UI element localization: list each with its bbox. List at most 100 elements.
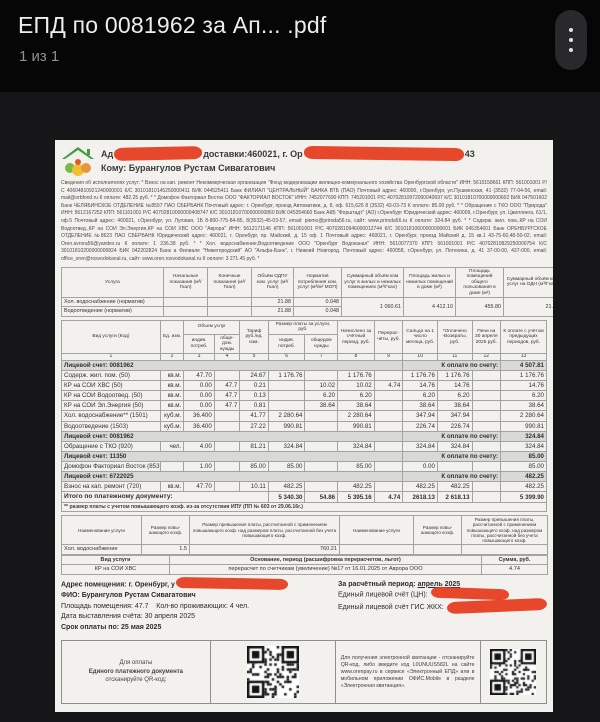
raising-coefficient-table: Наименование услуги Размер повы- шающего … (61, 515, 548, 555)
cell (471, 390, 502, 402)
cell (163, 297, 208, 308)
cell: 38.64 (436, 400, 473, 412)
account-row: Лицевой счет: 0081962 К оплате по счету: 3… (60, 430, 547, 442)
cell: Итого по платежному документу: (61, 491, 269, 504)
cell: 4 412.10 (403, 297, 456, 317)
cell: 47.70 (183, 369, 215, 382)
header-cell: Размер повы- шающего коэф. (141, 515, 190, 546)
cell: 21.88 (251, 297, 294, 308)
unified-account: Единый лицевой счёт (ЦН): (338, 586, 547, 601)
cell: Лицевой счет: 11350 (60, 450, 404, 463)
qr-footer: Для оплаты Единого платежного документа … (61, 640, 547, 705)
cell (267, 390, 306, 402)
cell: КР на СОИ Водоотвед. (50) (61, 390, 161, 402)
cell: 54.86 (304, 491, 339, 504)
cell: 14.76 (500, 380, 547, 392)
recipient-line: Кому: Бурангулов Рустам Сивагатович (101, 162, 276, 173)
cell: 47.7 (213, 390, 241, 402)
cell: Лицевой счет: 0081962 (60, 430, 404, 442)
cell: 1.00 (183, 461, 215, 473)
cell: 27.22 (239, 420, 269, 432)
cell (207, 306, 252, 317)
house-number: 43 (464, 149, 475, 159)
cell: куб.м. (159, 420, 185, 432)
header-cell: Размер повы- шающего коэф. (413, 515, 462, 546)
provider-logo-house-icon (62, 147, 94, 176)
cell: 990.81 (267, 420, 306, 432)
cell: 482.25 (500, 481, 547, 493)
col-recalc: Перерас- чёты, руб. (373, 319, 404, 355)
bill-date: Дата выставления счёта: 30 апреля 2025 (61, 613, 195, 621)
meter-footnote: ** размер платы с учетом повышающего коэ… (61, 503, 547, 513)
usage-table-header: Услуга Начальные показания (м³/Гкал) Конеч… (61, 266, 553, 299)
cell: 4.00 (183, 440, 215, 452)
cell (304, 410, 339, 422)
cell: чел. (159, 440, 185, 452)
cell: 324.84 (500, 430, 547, 442)
cell: КР на СОИ ХВС (61, 564, 170, 575)
item-row: КР на СОИ Водоотвед. (50) кв.м. 0.00 47.7 0.… (61, 390, 547, 402)
redaction-scribble (114, 146, 203, 162)
cell: 5 340.30 (267, 491, 306, 504)
kebab-menu-button[interactable] (555, 10, 587, 70)
cell: 47.7 (213, 380, 241, 392)
cell: 47.7 (213, 400, 241, 412)
header-cell: Основание, период (расшифровка перерасче… (169, 554, 482, 566)
item-row: КР на СОИ Эл.Энергия (50) кв.м. 0.00 47.7 0.… (61, 400, 547, 412)
cell: 4 (213, 353, 241, 361)
col-unit: Ед. изм. (159, 319, 185, 355)
document-header: Ад доставки:460021, г. Ор 43 Кому: Бурангу… (61, 146, 547, 178)
cell: 10.02 (337, 380, 375, 392)
cell: Домофон Факториал Восток (853) (61, 461, 161, 473)
cell: 6.20 (337, 390, 375, 402)
kebab-dot (569, 28, 573, 32)
kebab-dot (569, 48, 573, 52)
cell: 38.64 (402, 400, 438, 412)
pdf-page: Ад доставки:460021, г. Ор 43 Кому: Бурангу… (55, 140, 553, 712)
unified-account-gis: Единый лицевой счёт ГИС ЖКХ: (338, 597, 547, 614)
cell: 226.74 (402, 420, 438, 432)
cell: 4 507.81 (500, 359, 547, 371)
cell: 1 176.76 (267, 369, 306, 382)
cell: 2618.13 (402, 491, 438, 504)
col-saldo: Сальдо на 1 число месяца, руб. (402, 319, 438, 355)
col-accrued: Начислено за счётный период, руб. (337, 319, 375, 355)
header-cell: Площадь помещений общего пользования в д… (455, 266, 504, 299)
cell: 990.81 (500, 420, 547, 432)
cell: 0.048 (293, 297, 342, 308)
col-vol-common: обще-дом. нужды (213, 333, 241, 355)
cell: 8 (337, 353, 375, 361)
cell: 482.25 (436, 481, 473, 493)
cell: 21.88 (251, 306, 294, 317)
charges-table: Вид услуги (Код) Ед. изм. Объем услуг Та… (60, 319, 547, 504)
cell (339, 544, 414, 555)
cell: 12 (471, 353, 502, 361)
col-vol-ind: индив. потреб. (183, 333, 215, 355)
cell (373, 369, 404, 382)
premises-address-line: Адрес помещения: г. Оренбург, у (61, 576, 338, 591)
header-cell: Вид услуги (61, 554, 170, 566)
cell: Хол. водоснабжение (норматив) (61, 297, 164, 308)
cell (267, 400, 306, 412)
cell: Хол. водоснабжение (61, 544, 142, 555)
col-total: К оплате с учётом предыдущих периодов, р… (500, 319, 547, 355)
cell: 1 176.76 (436, 369, 473, 382)
cell: 4.74 (481, 564, 548, 575)
cell (471, 400, 502, 412)
col-service: Вид услуги (Код) (61, 319, 161, 355)
cell: 85.00 (239, 461, 269, 473)
item-row: Содерж. жил. пом. (50) кв.м. 47.70 24.67 1 1… (61, 369, 547, 382)
cell (373, 481, 404, 493)
billing-period: За расчётный период: апрель 2025 (338, 580, 461, 588)
cell (213, 481, 241, 493)
viewer-topbar: ЕПД по 0081962 за Ап... .pdf 1 из 1 (0, 0, 600, 92)
cell: 6.20 (304, 390, 339, 402)
cell: 1 176.76 (500, 369, 547, 382)
payment-qr-hint: Для оплаты Единого платежного документа … (62, 641, 211, 704)
cell: 4.74 (373, 491, 404, 504)
cell: 482.25 (267, 481, 306, 493)
cell: 1 060.61 (341, 297, 404, 317)
premises-area-residents: Площадь помещения: 47.7 Кол-во проживающ… (61, 602, 250, 610)
redaction-scribble (175, 576, 289, 590)
cell (436, 461, 473, 473)
